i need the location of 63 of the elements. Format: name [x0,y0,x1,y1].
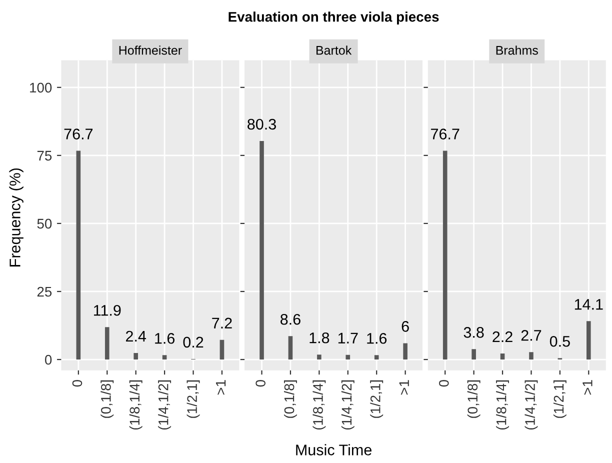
bar [500,354,505,360]
bar [442,150,448,360]
data-label: 76.7 [431,128,460,140]
bar [374,355,379,360]
data-label: 2.2 [492,331,512,342]
data-label: 11.9 [94,304,121,316]
text: Evaluation on three viola pieces [228,12,439,25]
x-tick-label: 0 [72,380,82,387]
x-tick-label: (1/4,1/2] [158,380,172,430]
bar [403,343,408,360]
x-tick-label: (1/8,1/4] [312,380,326,430]
x-tick-label: >1 [216,380,226,395]
data-label: 1.7 [338,332,358,344]
data-label: 6 [402,321,409,332]
x-tick-label: (1/2,1] [370,380,384,418]
data-label: 1.8 [310,332,330,344]
bar [346,354,350,360]
data-label: 80.3 [248,118,276,130]
data-label: 76.7 [64,128,93,140]
x-tick-label: (0,1/8] [467,380,480,418]
x-tick-label: 0 [439,380,449,387]
y-tick-label: 25 [37,286,52,297]
x-tick-label: (1/2,1] [186,380,200,418]
x-tick-label: (1/8,1/4] [496,380,509,430]
data-label: 1.6 [155,332,175,344]
y-tick-label: 100 [30,82,52,93]
data-label: 7.2 [212,318,232,328]
bar [529,352,534,360]
x-axis-title: Music Time [296,444,372,456]
y-tick-label: 50 [37,218,52,229]
y-tick-label: 75 [37,150,52,161]
bar [260,141,264,360]
x-tick-label: (0,1/8] [100,380,114,418]
bar [104,327,110,360]
x-tick-label: >1 [399,380,409,395]
bar [317,354,322,360]
data-label: 0.2 [183,336,204,348]
bar [76,150,81,360]
chart-title: Brahms [496,46,538,55]
data-label: 2.4 [126,330,146,342]
bar [220,340,224,360]
x-tick-label: 0 [256,380,266,387]
chart-title: Hoffmeister [119,46,182,55]
chart-title: Bartok [316,46,352,55]
x-tick-label: >1 [582,380,592,395]
bar [288,336,293,360]
y-axis-title: Frequency (%) [9,168,24,266]
data-label: 8.6 [280,314,300,325]
bar [586,321,591,360]
data-label: 3.8 [464,327,484,338]
x-tick-label: (1/2,1] [553,380,566,418]
x-tick-label: (1/4,1/2] [524,380,538,430]
bar [134,352,138,360]
x-tick-label: (1/8,1/4] [129,380,142,430]
y-tick-label: 0 [44,354,52,365]
data-label: 1.6 [367,332,387,344]
bar [472,349,476,360]
x-tick-label: (0,1/8] [284,380,297,418]
data-label: 2.7 [521,330,542,341]
data-label: 0.5 [550,336,570,347]
x-tick-label: (1/4,1/2] [341,380,354,430]
data-label: 14.1 [574,299,603,310]
bar [162,355,167,360]
